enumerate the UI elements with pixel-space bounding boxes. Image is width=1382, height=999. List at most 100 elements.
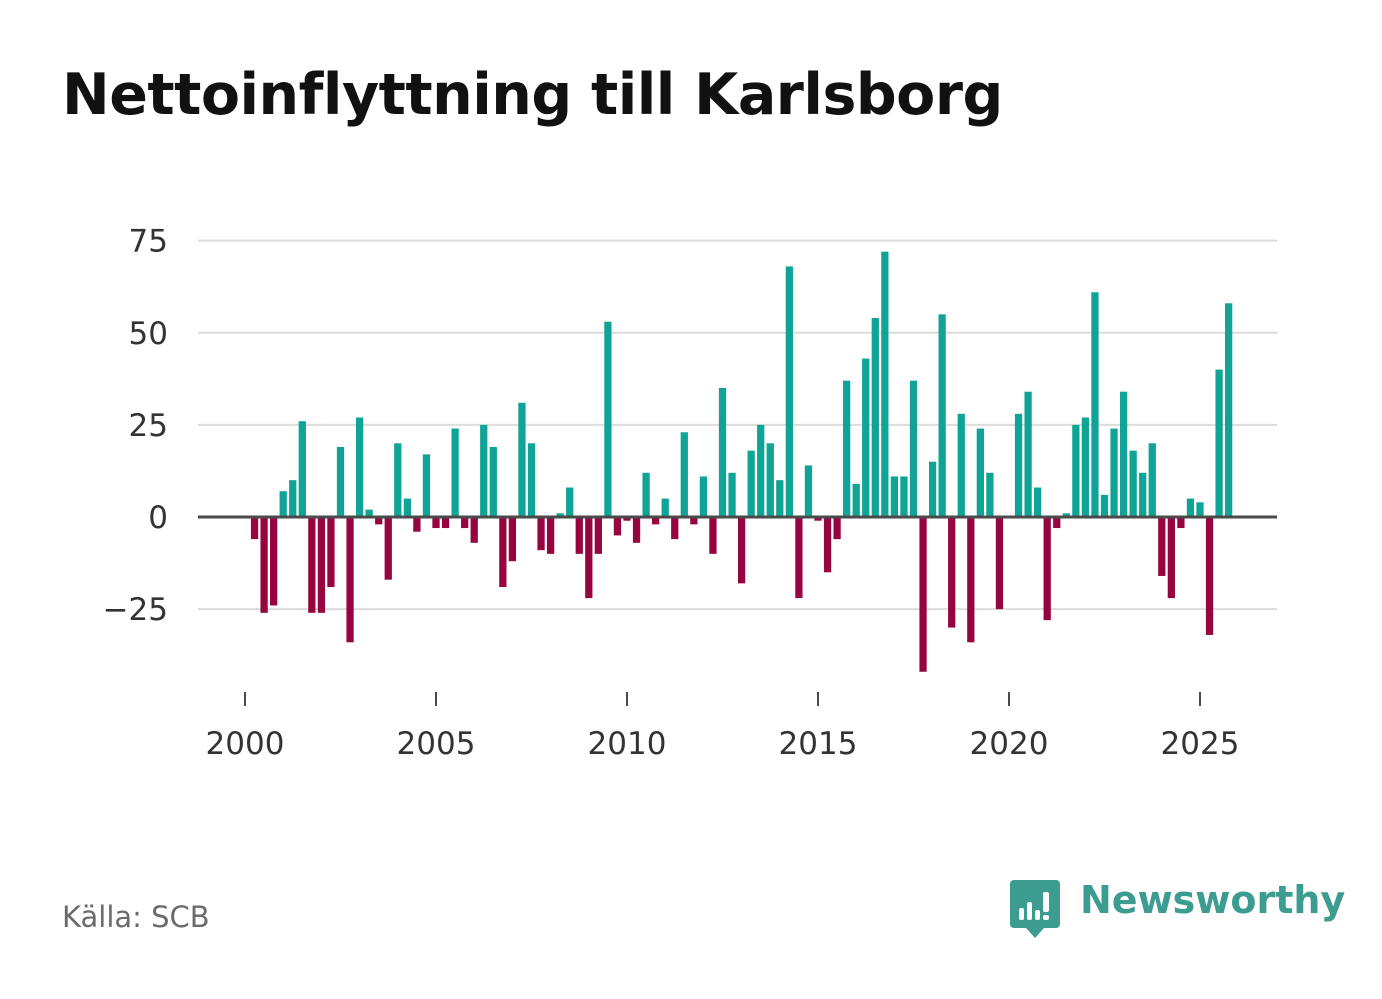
bar [508,517,517,562]
bar [613,517,622,536]
brand-name: Newsworthy [1080,878,1346,922]
bar [518,402,526,517]
bar [680,432,688,517]
bar [632,517,641,543]
bar [1205,517,1214,635]
bar [776,480,784,517]
y-tick-label: −25 [103,592,168,628]
bar [327,517,335,588]
bar [441,517,450,529]
bar [1215,369,1223,517]
bar [747,450,755,517]
bar [652,517,660,525]
bar [1091,292,1099,517]
bar [699,476,708,517]
bar [1110,428,1118,517]
bar [671,517,679,540]
bars [250,251,1233,672]
bar [833,517,841,540]
bar [604,321,612,517]
bar [403,498,411,517]
source-note: Källa: SCB [62,900,210,934]
bar [537,517,545,551]
y-axis-ticks: 75 50 25 0 −25 [103,224,168,629]
bar [289,480,297,517]
bar [881,251,889,517]
bar [566,487,574,517]
bar [270,517,278,606]
bar [871,318,879,517]
bar [1148,443,1156,517]
bar [413,517,421,532]
bar [986,472,994,517]
brand-logo[interactable]: Newsworthy [1010,878,1345,942]
bar [709,517,717,554]
x-tick-label: 2010 [588,726,667,762]
bar [661,498,669,517]
bar [1081,417,1090,517]
bar [575,517,583,554]
bar [795,517,803,599]
bar [900,476,908,517]
bar [823,517,832,573]
x-tick-label: 2005 [397,726,476,762]
y-tick-label: 75 [129,224,168,260]
bar [1129,450,1137,517]
bar [852,483,860,517]
bar [480,424,488,518]
bar [298,421,306,517]
bar [422,454,431,518]
y-tick-label: 50 [129,316,168,352]
bar [976,428,984,517]
bar [1139,472,1147,517]
bar [308,517,316,613]
bar [499,517,507,588]
bar [814,517,822,521]
x-tick-label: 2020 [970,726,1049,762]
bar [862,358,870,517]
bar [489,446,497,518]
bar [690,517,698,525]
bar [1186,498,1195,517]
bar [375,517,383,525]
bar [728,472,736,517]
bar [260,517,268,613]
bar [594,517,602,554]
bar [527,443,536,517]
bar [1034,487,1042,517]
bar [757,424,765,518]
bar [909,380,918,517]
bar [432,517,440,529]
bar [718,388,727,517]
bar [394,443,402,517]
x-tick-label: 2000 [206,726,285,762]
bar [317,517,326,613]
bar [556,513,564,518]
bar [737,517,746,584]
bar [948,517,956,628]
bar [451,428,459,517]
bar [919,517,927,672]
bar [250,517,259,540]
bar [804,465,813,517]
bar [461,517,469,529]
bar [623,517,631,521]
bar [1196,502,1204,517]
bar [967,517,975,643]
bar [546,517,555,554]
bar [928,461,937,517]
bar [938,314,946,517]
bar [384,517,392,580]
x-axis: 2000 2005 2010 2015 2020 2025 [206,692,1239,762]
y-tick-label: 25 [129,408,168,444]
bar [1072,424,1080,518]
bar [585,517,593,599]
bar [995,517,1004,610]
bar [1167,517,1175,599]
bar [1014,413,1023,517]
bar [336,446,345,518]
y-tick-label: 0 [148,500,168,536]
chart-title: Nettoinflyttning till Karlsborg [62,62,1003,128]
bar [1062,513,1070,518]
bar [642,472,650,517]
